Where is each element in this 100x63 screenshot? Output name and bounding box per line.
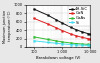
- Si: [81, 45, 82, 46]
- GaN: [87, 38, 88, 39]
- GaAs: [87, 44, 88, 45]
- GaAs: [47, 39, 48, 40]
- 4H-SiC: [75, 29, 76, 30]
- Line: GaN: GaN: [33, 18, 91, 40]
- 4H-SiC: [70, 27, 71, 28]
- GaN: [81, 37, 82, 38]
- Si: [55, 43, 57, 44]
- Line: GaAs: GaAs: [33, 36, 91, 45]
- 4H-SiC: [87, 33, 88, 34]
- Si: [87, 45, 88, 46]
- Si: [70, 44, 71, 45]
- 4H-SiC: [34, 9, 35, 10]
- Si: [47, 42, 48, 43]
- GaAs: [34, 36, 35, 37]
- 4H-SiC: [90, 34, 91, 35]
- GaN: [62, 30, 63, 31]
- Line: 4H-SiC: 4H-SiC: [33, 8, 91, 35]
- 4H-SiC: [55, 19, 57, 20]
- GaN: [55, 27, 57, 28]
- GaAs: [90, 44, 91, 45]
- Si: [90, 45, 91, 46]
- GaN: [34, 18, 35, 19]
- Line: Si: Si: [33, 40, 91, 46]
- GaN: [75, 35, 76, 36]
- Y-axis label: Maximum junction
temperature (°C): Maximum junction temperature (°C): [4, 9, 12, 43]
- GaN: [90, 39, 91, 40]
- X-axis label: Breakdown voltage (V): Breakdown voltage (V): [36, 56, 80, 60]
- Legend: 4H-SiC, GaN, GaAs, Si: 4H-SiC, GaN, GaAs, Si: [68, 6, 90, 26]
- GaN: [47, 23, 48, 24]
- Si: [75, 44, 76, 45]
- 4H-SiC: [81, 31, 82, 32]
- GaAs: [75, 43, 76, 44]
